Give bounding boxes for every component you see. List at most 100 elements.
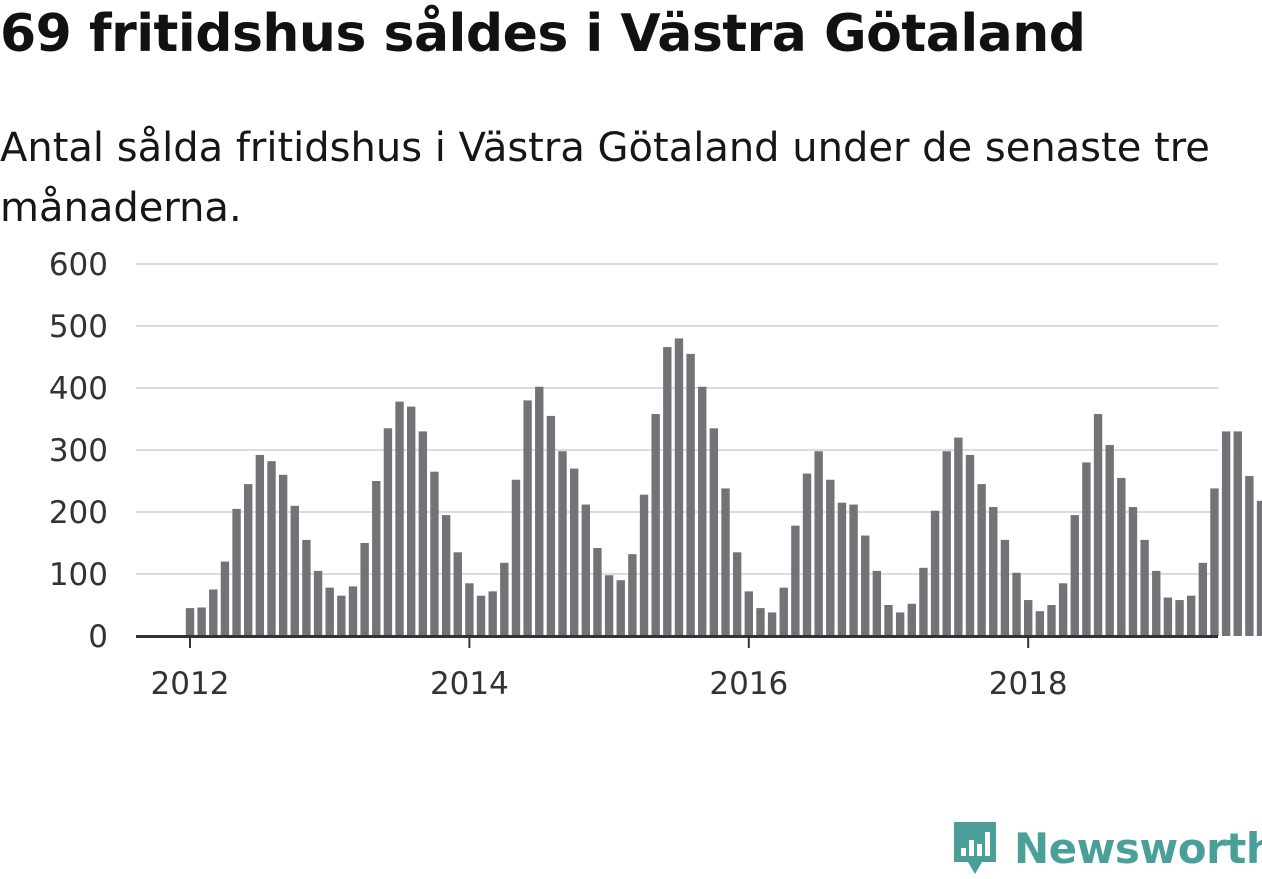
bar (919, 567, 928, 636)
x-axis-ticks: 20122014201620182020202220242026 (151, 636, 1068, 702)
bar (604, 575, 614, 636)
bar (989, 507, 998, 636)
bar (709, 428, 719, 636)
bar (302, 539, 311, 636)
y-tick-label: 200 (49, 495, 108, 531)
bar (616, 580, 625, 636)
bar (232, 508, 241, 636)
chart-subtitle: Antal sålda fritidshus i Västra Götaland… (0, 125, 1210, 231)
chart-title: 69 fritidshus såldes i Västra Götaland (0, 4, 1086, 64)
bar (1058, 583, 1068, 636)
bar (802, 473, 812, 636)
bar (872, 570, 882, 636)
bar-series (185, 338, 1262, 636)
bar (686, 353, 695, 636)
bar (663, 347, 672, 636)
bar (744, 591, 753, 636)
bar (1105, 445, 1114, 636)
bar (1152, 570, 1161, 636)
bar (1256, 500, 1262, 636)
bar (511, 479, 521, 636)
bar (651, 414, 660, 636)
bar (628, 554, 637, 636)
bar (220, 561, 230, 636)
bar (837, 502, 847, 636)
bar (546, 415, 556, 636)
bar (360, 543, 369, 636)
bar (441, 515, 451, 636)
bar (721, 488, 730, 636)
bar (814, 451, 823, 636)
bar (337, 595, 346, 636)
bar (674, 338, 684, 636)
y-tick-label: 600 (49, 247, 108, 283)
bar (313, 570, 323, 636)
bar (884, 605, 893, 636)
bar (523, 400, 532, 636)
bar (1070, 515, 1079, 636)
bar (372, 481, 381, 636)
bar (569, 468, 579, 636)
bar (383, 428, 393, 636)
bar (954, 437, 963, 636)
bar (1186, 595, 1196, 636)
bar (1140, 539, 1149, 636)
y-tick-label: 300 (49, 433, 108, 469)
bar (639, 494, 649, 636)
bar (756, 608, 765, 636)
bar (348, 586, 358, 636)
x-tick-label: 2018 (989, 666, 1068, 702)
bar (290, 505, 299, 636)
x-tick-label: 2012 (151, 666, 230, 702)
bar (965, 454, 975, 636)
bar (895, 612, 905, 636)
bar (1012, 572, 1021, 636)
bar (907, 603, 916, 636)
newsworthy-brand: Newsworthy (950, 818, 1262, 878)
bar (861, 535, 870, 636)
bar (407, 406, 416, 636)
bar (453, 552, 462, 636)
bar (1047, 605, 1056, 636)
y-tick-label: 400 (49, 371, 108, 407)
bar (977, 484, 986, 636)
bar (593, 547, 602, 636)
bar (1082, 462, 1091, 636)
bar (558, 451, 567, 636)
bar (1175, 600, 1184, 636)
bar (1245, 476, 1254, 636)
bar (581, 504, 591, 636)
bar (197, 607, 206, 636)
bar (395, 401, 404, 636)
bar (1128, 507, 1138, 636)
bar (465, 583, 474, 636)
bar (698, 386, 707, 636)
newsworthy-logo-icon (954, 822, 996, 874)
y-tick-label: 100 (49, 557, 108, 593)
bar (1198, 562, 1208, 636)
bar (185, 608, 195, 636)
bar (267, 461, 276, 636)
bar (791, 525, 800, 636)
bar (278, 474, 288, 636)
bar (476, 595, 486, 636)
bar (767, 612, 777, 636)
bar (930, 510, 940, 636)
bar (535, 386, 544, 636)
bar (430, 471, 439, 636)
bar (1210, 488, 1219, 636)
bar (418, 431, 428, 636)
bar (325, 587, 334, 636)
brand-name: Newsworthy (1014, 823, 1262, 873)
bar (1093, 414, 1103, 636)
bar (779, 587, 788, 636)
bar (826, 479, 835, 636)
bar (1233, 431, 1242, 636)
bar (488, 591, 497, 636)
bar (1035, 611, 1045, 636)
bar (255, 454, 265, 636)
y-tick-label: 500 (49, 309, 108, 345)
bar (1221, 431, 1231, 636)
bar (209, 589, 218, 636)
